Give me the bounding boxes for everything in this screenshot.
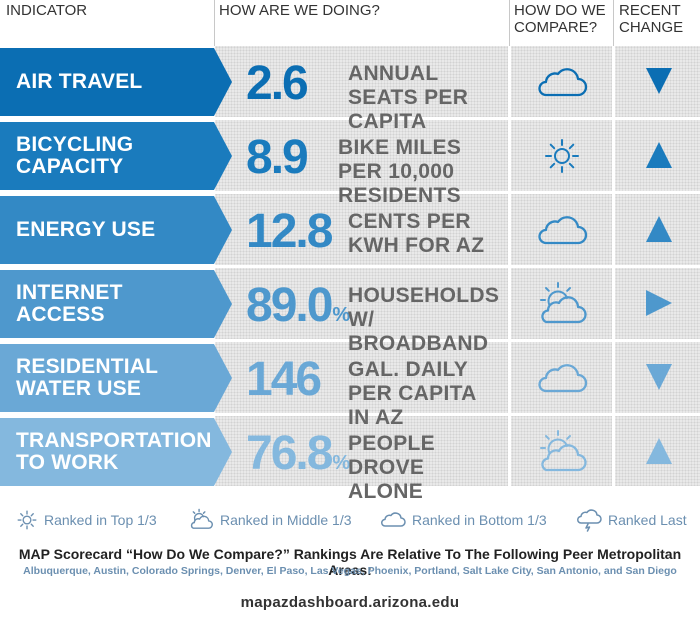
header-divider [613,0,614,46]
down-arrow-icon [646,364,672,390]
cloud-icon [538,364,588,393]
indicator-label: RESIDENTIAL WATER USE [16,355,158,400]
indicator-description: PEOPLE DROVE ALONE [348,432,435,503]
indicator-internet-access: INTERNET ACCESS [0,270,232,338]
indicator-value: 76.8% [246,427,351,480]
indicator-description: CENTS PER KWH FOR AZ [348,210,485,257]
indicator-value: 146 [246,353,322,406]
row-divider [215,265,700,268]
indicator-transportation-to-work: TRANSPORTATION TO WORK [0,418,232,486]
cloud-icon [381,512,406,527]
indicator-label: ENERGY USE [16,218,156,241]
indicator-label: BICYCLING CAPACITY [16,133,134,178]
indicator-description: BIKE MILES PER 10,000 RESIDENTS [338,136,462,207]
indicator-label: INTERNET ACCESS [16,281,123,326]
header-how-are-we-doing: HOW ARE WE DOING? [219,2,380,19]
indicator-description: ANNUAL SEATS PER CAPITA [348,62,469,133]
header-recent-change: RECENT CHANGE [619,2,684,36]
row-divider [215,339,700,342]
legend-item-middle: Ranked in Middle 1/3 [188,502,352,538]
legend-label: Ranked in Bottom 1/3 [412,512,547,528]
header-indicator: INDICATOR [6,2,88,19]
footnote-title: MAP Scorecard “How Do We Compare?” Ranki… [18,546,682,578]
indicator-label: AIR TRAVEL [16,70,143,93]
sun-icon [545,139,579,173]
up-arrow-icon [646,216,672,242]
legend-label: Ranked in Middle 1/3 [220,512,352,528]
indicator-value: 2.6 [246,57,309,110]
up-arrow-icon [646,142,672,168]
peer-areas-list: Albuquerque, Austin, Colorado Springs, D… [23,565,677,577]
header-how-do-we-compare: HOW DO WE COMPARE? [514,2,606,36]
header-divider [509,0,510,46]
indicator-description: HOUSEHOLDS W/ BROADBAND [348,284,500,355]
cloud-icon [538,216,588,245]
legend-item-bottom: Ranked in Bottom 1/3 [380,502,547,538]
partly-cloudy-icon [190,508,213,529]
indicator-value: 12.8 [246,205,333,258]
down-arrow-icon [646,68,672,94]
indicator-air-travel: AIR TRAVEL [0,48,232,116]
legend-item-last: Ranked Last [576,502,687,538]
indicator-bicycling-capacity: BICYCLING CAPACITY [0,122,232,190]
indicator-value: 89.0% [246,279,351,332]
legend-item-top: Ranked in Top 1/3 [16,502,157,538]
row-divider [215,191,700,194]
sun-icon [17,510,37,530]
legend: Ranked in Top 1/3 Ranked in Middle 1/3 R… [0,502,700,538]
partly-cloudy-icon [540,430,587,472]
site-url[interactable]: mapazdashboard.arizona.edu [240,594,460,611]
indicator-label: TRANSPORTATION TO WORK [16,429,212,474]
header-divider [214,0,215,46]
right-arrow-icon [646,290,672,316]
storm-cloud-icon [577,509,602,532]
legend-label: Ranked Last [608,512,687,528]
legend-label: Ranked in Top 1/3 [44,512,157,528]
indicator-value: 8.9 [246,131,309,184]
indicator-description: GAL. DAILY PER CAPITA IN AZ [348,358,476,429]
row-divider [215,413,700,416]
indicator-residential-water-use: RESIDENTIAL WATER USE [0,344,232,412]
partly-cloudy-icon [540,282,587,324]
up-arrow-icon [646,438,672,464]
indicator-energy-use: ENERGY USE [0,196,232,264]
cloud-icon [538,68,588,97]
row-divider [215,117,700,120]
